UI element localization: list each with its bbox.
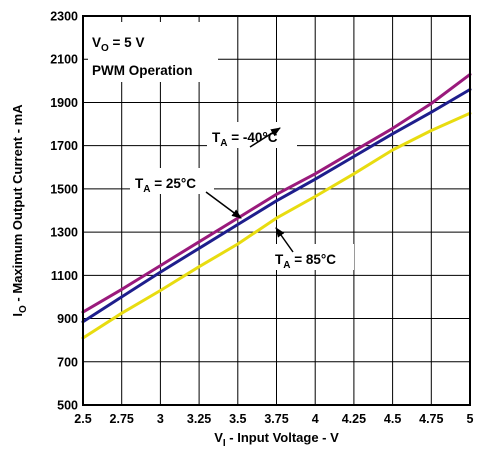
series-arrow-2 bbox=[275, 227, 294, 253]
condition-vo: VO = 5 V bbox=[92, 35, 144, 54]
x-tick-label: 3 bbox=[157, 412, 164, 426]
x-tick-label: 4.75 bbox=[419, 412, 443, 426]
series-label-bg bbox=[270, 244, 354, 270]
y-tick-label: 1900 bbox=[50, 96, 78, 110]
series-line-0 bbox=[81, 72, 472, 314]
y-tick-label: 500 bbox=[57, 399, 78, 413]
x-axis-title: VI - Input Voltage - V bbox=[214, 430, 339, 449]
series-line-1 bbox=[81, 88, 472, 324]
series-label-0: TA = -40°C bbox=[212, 130, 278, 149]
y-tick-label: 900 bbox=[57, 312, 78, 326]
series-lines bbox=[81, 72, 472, 340]
y-tick-label: 2100 bbox=[50, 53, 78, 67]
x-tick-label: 5 bbox=[467, 412, 474, 426]
series-label-bg bbox=[130, 168, 214, 194]
axis-titles: VI - Input Voltage - V IO - Maximum Outpu… bbox=[10, 104, 339, 449]
y-axis-title: IO - Maximum Output Current - mA bbox=[10, 104, 29, 317]
plot-frame bbox=[82, 15, 471, 406]
y-tick-label: 1100 bbox=[51, 269, 78, 283]
x-tick-label: 3.25 bbox=[187, 412, 211, 426]
x-tick-label: 3.5 bbox=[229, 412, 246, 426]
y-tick-labels: 500 700 900 1100 1300 1500 1700 1900 2100 2300 bbox=[50, 10, 78, 413]
x-tick-label: 4.25 bbox=[342, 412, 366, 426]
y-tick-label: 1300 bbox=[50, 226, 78, 240]
y-tick-label: 700 bbox=[57, 355, 78, 369]
series-label-bg bbox=[207, 122, 297, 148]
y-tick-label: 1500 bbox=[50, 182, 78, 196]
series-arrow-0 bbox=[249, 127, 281, 148]
x-tick-label: 2.75 bbox=[110, 412, 134, 426]
series-label-2: TA = 85°C bbox=[275, 252, 336, 271]
x-tick-label: 4.5 bbox=[384, 412, 401, 426]
x-tick-label: 4 bbox=[312, 412, 319, 426]
y-tick-label: 2300 bbox=[50, 10, 78, 24]
series-label-1: TA = 25°C bbox=[135, 176, 196, 195]
annotations: VO = 5 V PWM Operation TA = -40°C TA = 25°C… bbox=[88, 22, 354, 271]
conditions-box bbox=[88, 22, 218, 82]
series-line-2 bbox=[81, 111, 472, 340]
condition-pwm: PWM Operation bbox=[92, 63, 193, 78]
x-tick-labels: 2.5 2.75 3 3.25 3.5 3.75 4 4.25 4.5 4.75 5 bbox=[74, 412, 473, 426]
x-tick-label: 2.5 bbox=[74, 412, 91, 426]
x-tick-label: 3.75 bbox=[264, 412, 288, 426]
series-arrow-1 bbox=[205, 191, 242, 219]
y-tick-label: 1700 bbox=[50, 139, 78, 153]
